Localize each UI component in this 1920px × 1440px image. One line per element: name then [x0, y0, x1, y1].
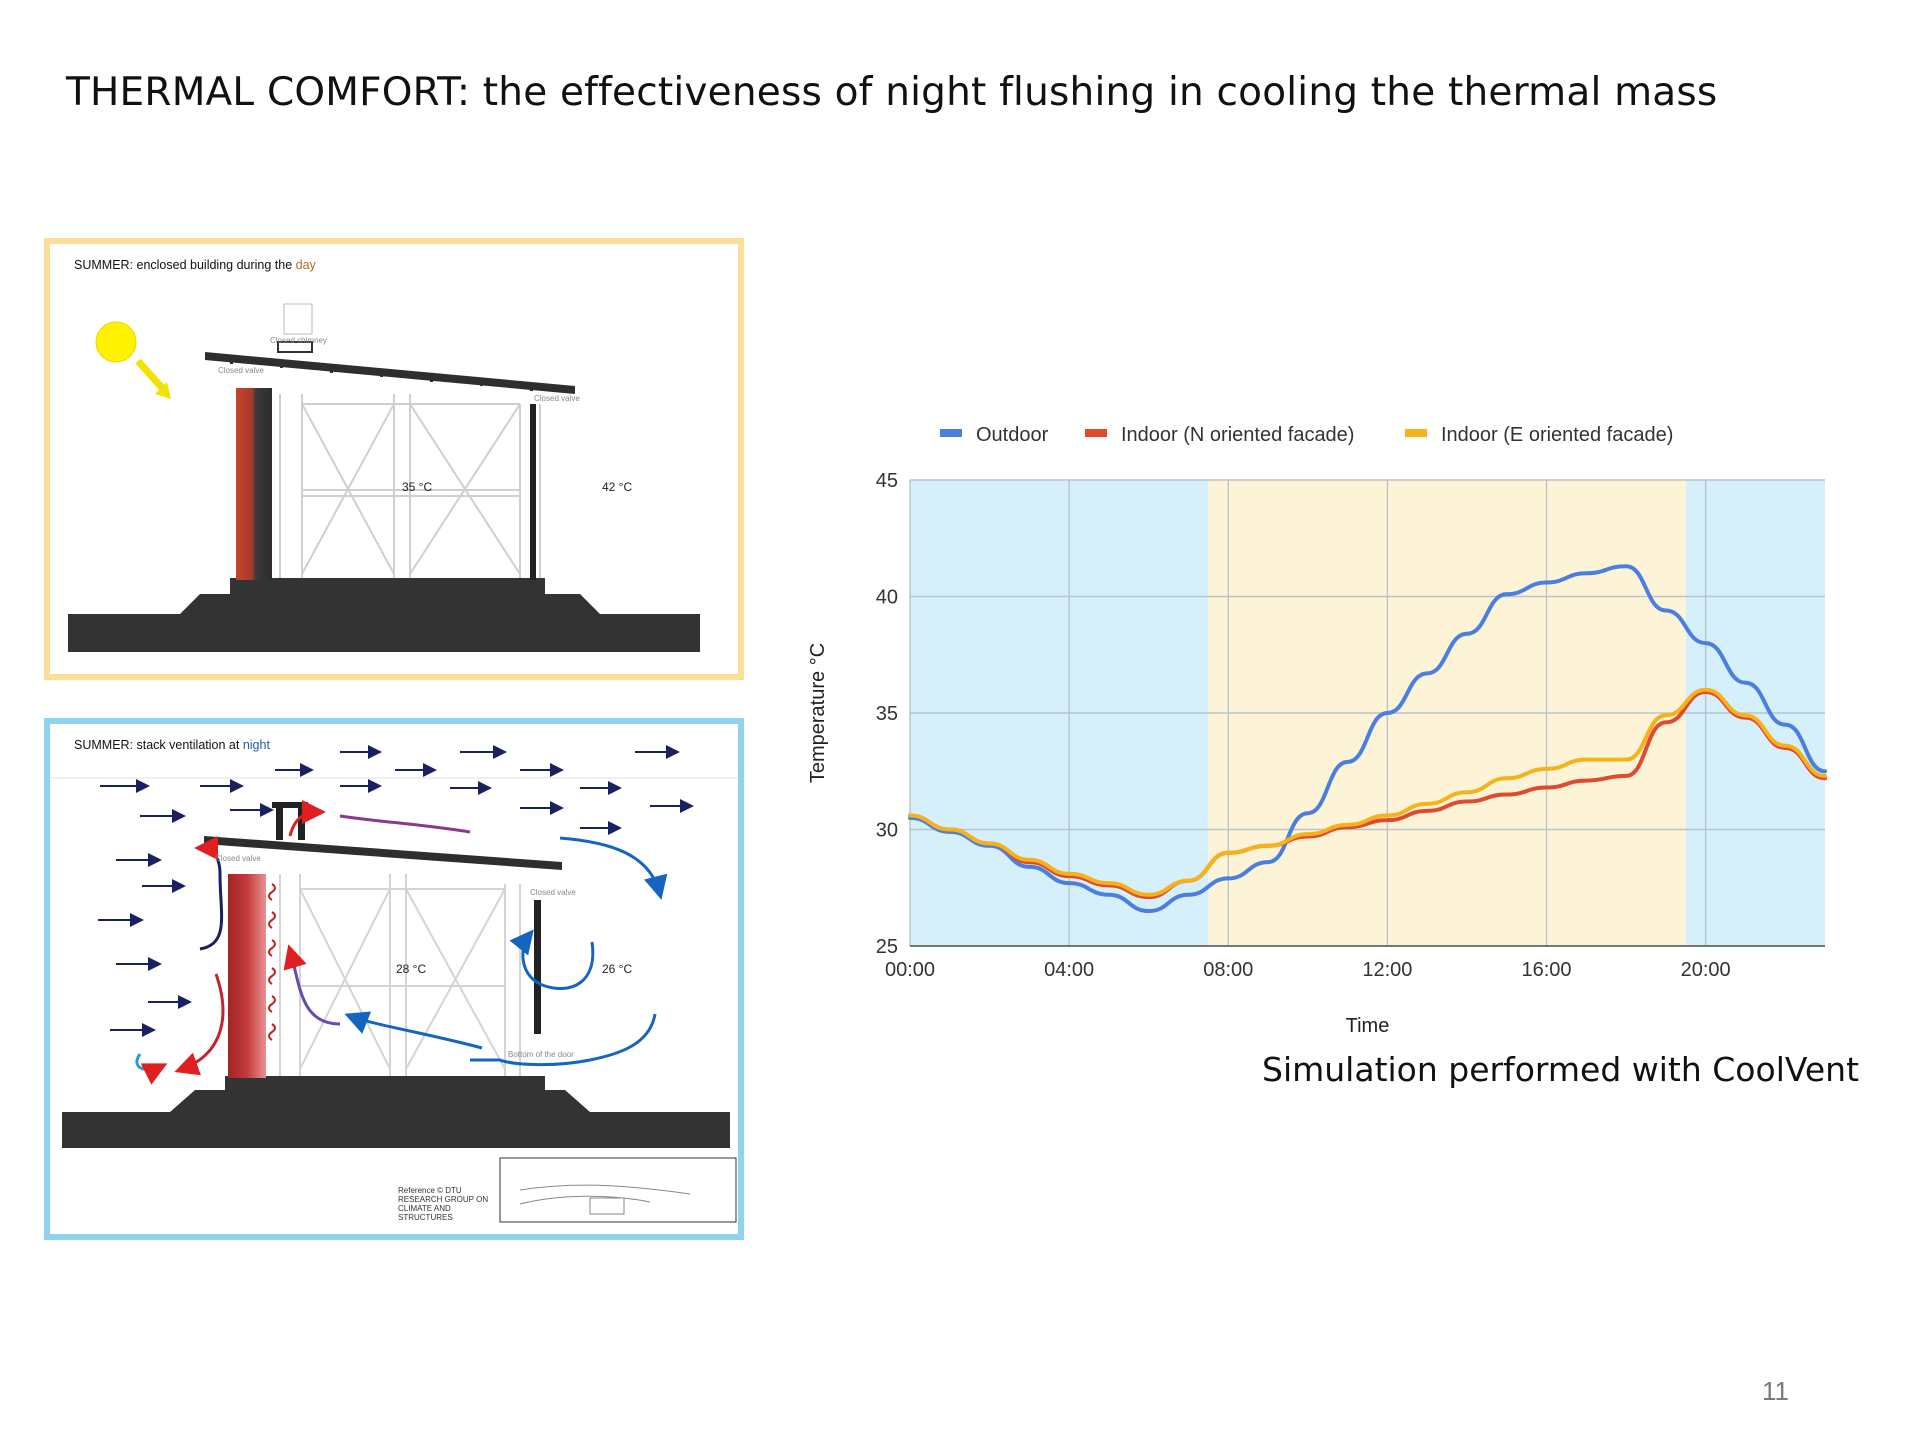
x-tick-label: 12:00 — [1362, 959, 1412, 981]
temperature-chart: 25 30 35 40 45 00:00 04:00 08:00 12:00 16:00 20:00… — [807, 424, 1827, 1037]
heat-release-arrows — [268, 883, 276, 1041]
legend-label: Outdoor — [976, 424, 1049, 446]
timber-frame — [279, 874, 521, 1076]
day-caption: SUMMER: enclosed building during the day — [74, 258, 316, 272]
legend-swatch — [1405, 429, 1427, 437]
x-axis-title: Time — [1346, 1015, 1390, 1037]
outdoor-temp-label: 42 °C — [602, 480, 633, 494]
sun-ray-arrow-icon — [135, 358, 171, 399]
legend-swatch — [1085, 429, 1107, 437]
ground-slab — [68, 614, 700, 652]
thermal-mass-wall — [236, 388, 272, 580]
x-tick-label: 00:00 — [885, 959, 935, 981]
night-building-diagram — [50, 745, 738, 1223]
chimney-label: Closed chimney — [270, 336, 327, 345]
roof — [204, 836, 562, 870]
day-diagram-panel: SUMMER: enclosed building during the day — [44, 238, 744, 680]
reference-thumbnail — [499, 1157, 737, 1223]
slide-title: THERMAL COMFORT: the effectiveness of ni… — [66, 70, 1718, 115]
thermal-mass-wall — [228, 874, 266, 1078]
day-building-diagram — [68, 303, 700, 652]
y-tick-label: 40 — [876, 587, 898, 609]
legend-swatch — [940, 429, 962, 437]
y-tick-label: 30 — [876, 820, 898, 842]
valve-left-label: Closed valve — [218, 366, 264, 375]
airflow-lines — [135, 800, 668, 1085]
x-tick-label: 08:00 — [1203, 959, 1253, 981]
legend-label: Indoor (N oriented facade) — [1121, 424, 1354, 446]
simulation-note: Simulation performed with CoolVent — [1262, 1050, 1860, 1089]
x-tick-label: 20:00 — [1681, 959, 1731, 981]
night-caption: SUMMER: stack ventilation at night — [74, 738, 270, 752]
ground-slab — [62, 1112, 730, 1148]
reference-note: Reference © DTU RESEARCH GROUP ON CLIMAT… — [398, 1186, 489, 1222]
legend-label: Indoor (E oriented facade) — [1441, 424, 1673, 446]
y-tick-label: 45 — [876, 470, 898, 492]
x-tick-label: 04:00 — [1044, 959, 1094, 981]
series-line-0 — [908, 564, 1827, 914]
valve-left-label: Closed valve — [215, 854, 261, 863]
timber-frame — [279, 394, 541, 578]
indoor-temp-label: 28 °C — [396, 962, 427, 976]
series-line-2 — [908, 687, 1827, 897]
y-tick-label: 25 — [876, 936, 898, 958]
chimney — [276, 802, 283, 840]
page-number: 11 — [1762, 1376, 1789, 1406]
valve-right-label: Closed valve — [530, 888, 576, 897]
series-line-1 — [908, 690, 1827, 900]
door-label: Bottom of the door — [508, 1050, 574, 1059]
night-diagram-panel: SUMMER: stack ventilation at night — [44, 718, 744, 1240]
sun-icon — [95, 321, 137, 363]
y-axis-title: Temperature °C — [807, 643, 829, 783]
chimney — [283, 303, 313, 335]
wind-arrows — [98, 745, 694, 1037]
valve-right-label: Closed valve — [534, 394, 580, 403]
x-tick-label: 16:00 — [1521, 959, 1571, 981]
outdoor-temp-label: 26 °C — [602, 962, 633, 976]
indoor-temp-label: 35 °C — [402, 480, 433, 494]
y-tick-label: 35 — [876, 703, 898, 725]
